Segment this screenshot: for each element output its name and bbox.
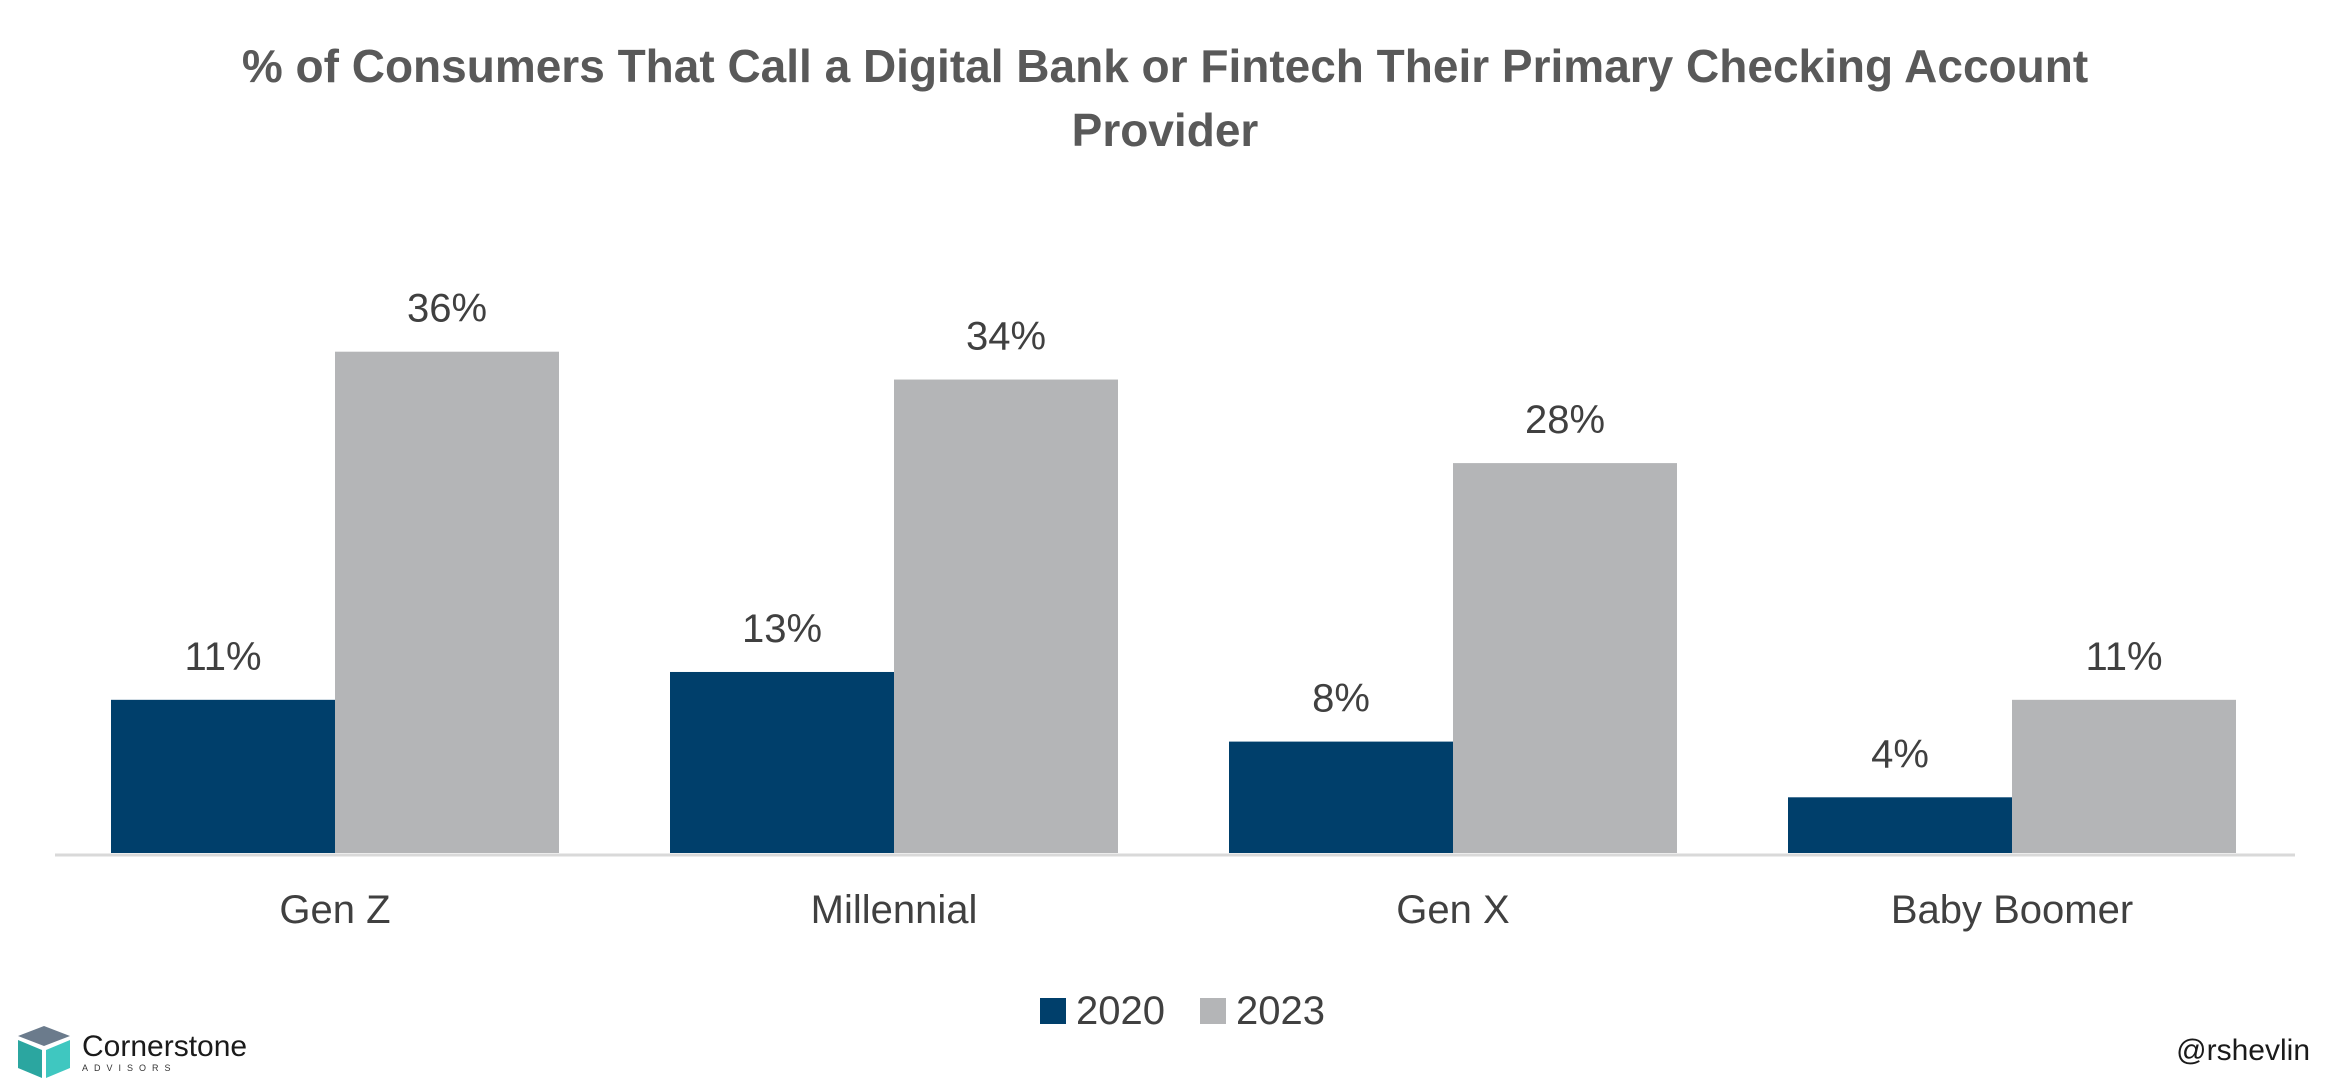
data-label-gen-x-2023: 28% (1525, 398, 1605, 442)
bar-gen-x-2020 (1229, 741, 1453, 853)
legend-label-2020: 2020 (1076, 989, 1165, 1033)
bar-gen-z-2020 (111, 699, 335, 853)
bar-millennial-2023 (894, 379, 1118, 853)
legend: 2020 2023 (1040, 989, 1325, 1033)
chart-title: % of Consumers That Call a Digital Bank … (241, 40, 2089, 156)
data-label-gen-z-2023: 36% (407, 287, 487, 331)
data-label-baby-boomer-2020: 4% (1871, 732, 1929, 776)
bar-gen-x-2023 (1453, 463, 1677, 853)
logo-tagline: ADVISORS (82, 1062, 177, 1073)
category-label-baby-boomer: Baby Boomer (1891, 888, 2133, 932)
logo-name: Cornerstone (82, 1029, 248, 1063)
category-label-gen-x: Gen X (1396, 888, 1509, 932)
author-handle: @rshevlin (2176, 1034, 2310, 1067)
bar-millennial-2020 (670, 671, 894, 853)
bar-baby-boomer-2023 (2012, 699, 2236, 853)
legend-swatch-2020 (1040, 998, 1066, 1024)
data-label-baby-boomer-2023: 11% (2085, 635, 2162, 679)
data-label-gen-z-2020: 11% (184, 635, 261, 679)
bar-baby-boomer-2020 (1788, 797, 2012, 853)
category-label-millennial: Millennial (811, 888, 978, 932)
legend-label-2023: 2023 (1236, 989, 1325, 1033)
data-label-gen-x-2020: 8% (1312, 677, 1370, 721)
cornerstone-logo-icon (18, 1026, 70, 1078)
legend-swatch-2023 (1200, 998, 1226, 1024)
category-label-gen-z: Gen Z (279, 888, 390, 932)
data-label-millennial-2023: 34% (966, 315, 1046, 359)
cornerstone-logo: Cornerstone ADVISORS (16, 1024, 247, 1080)
data-label-millennial-2020: 13% (742, 607, 822, 651)
bar-gen-z-2023 (335, 351, 559, 853)
